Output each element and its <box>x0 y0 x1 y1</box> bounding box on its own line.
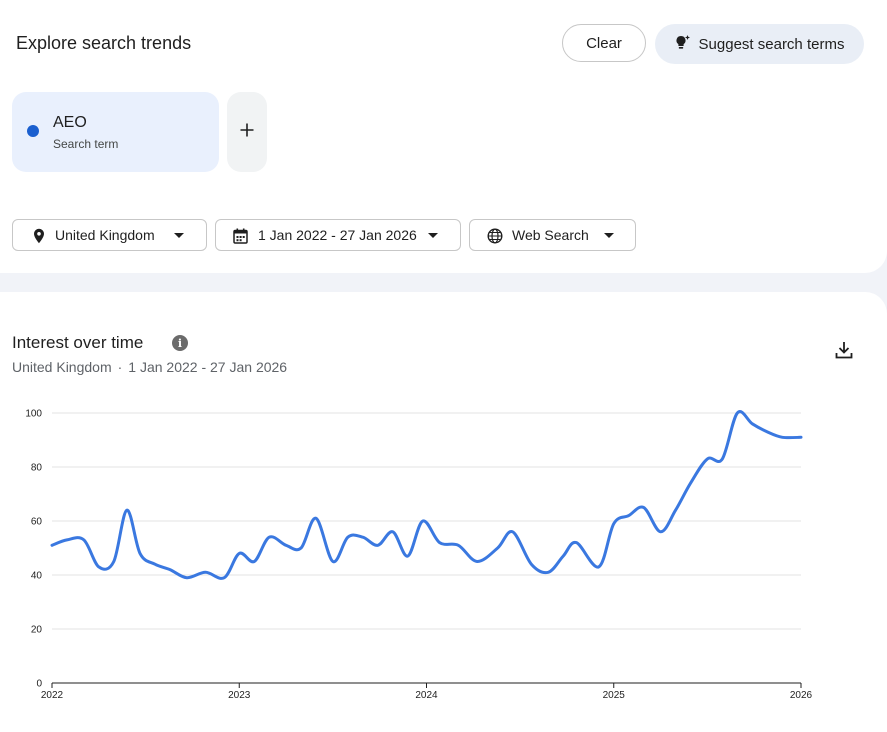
globe-icon <box>487 228 503 247</box>
sparkle-bulb-icon <box>675 34 691 54</box>
download-icon[interactable] <box>834 340 854 365</box>
caret-down-icon <box>604 233 614 238</box>
search-term-name: AEO <box>53 114 87 131</box>
x-tick-label: 2025 <box>603 690 626 701</box>
series-color-dot <box>27 125 39 137</box>
interest-over-time-panel <box>0 292 887 732</box>
chart-subtitle-separator: · <box>117 359 123 375</box>
date-range-label: 1 Jan 2022 - 27 Jan 2026 <box>258 227 417 243</box>
y-tick-label: 60 <box>31 517 43 528</box>
interest-over-time-chart: 0 20 40 60 80 100 2022 2023 2024 2025 2026 <box>25 409 813 702</box>
y-tick-label: 40 <box>31 571 43 582</box>
x-tick-label: 2022 <box>41 690 64 701</box>
search-term-type: Search term <box>53 137 119 151</box>
search-type-label: Web Search <box>512 227 589 243</box>
location-filter[interactable]: United Kingdom <box>12 219 207 251</box>
clear-button[interactable]: Clear <box>562 24 646 62</box>
x-tick-label: 2023 <box>228 690 251 701</box>
search-term-card[interactable]: AEO Search term <box>12 92 219 172</box>
chart-title: Interest over time <box>12 333 144 352</box>
plus-icon <box>239 122 255 143</box>
add-term-button[interactable] <box>227 92 267 172</box>
x-tick-label: 2026 <box>790 690 813 701</box>
y-tick-label: 0 <box>36 679 42 690</box>
location-pin-icon <box>32 228 46 247</box>
calendar-icon <box>233 228 248 247</box>
chart-subtitle-range: 1 Jan 2022 - 27 Jan 2026 <box>128 359 288 375</box>
y-tick-label: 80 <box>31 463 43 474</box>
location-filter-label: United Kingdom <box>55 227 155 243</box>
suggest-button-label: Suggest search terms <box>698 35 845 53</box>
chart-subtitle-location: United Kingdom <box>12 359 112 375</box>
y-tick-label: 100 <box>25 409 42 420</box>
y-tick-label: 20 <box>31 625 43 636</box>
page-title: Explore search trends <box>16 33 192 53</box>
caret-down-icon <box>174 233 184 238</box>
suggest-search-terms-button[interactable]: Suggest search terms <box>655 24 864 64</box>
search-type-filter[interactable]: Web Search <box>469 219 636 251</box>
chart-subtitle: United Kingdom · 1 Jan 2022 - 27 Jan 2026 <box>12 359 287 375</box>
info-icon[interactable]: i <box>172 335 188 351</box>
clear-button-label: Clear <box>586 34 622 52</box>
series-line[interactable] <box>50 410 803 580</box>
caret-down-icon <box>428 233 438 238</box>
x-tick-label: 2024 <box>415 690 438 701</box>
date-range-filter[interactable]: 1 Jan 2022 - 27 Jan 2026 <box>215 219 461 251</box>
